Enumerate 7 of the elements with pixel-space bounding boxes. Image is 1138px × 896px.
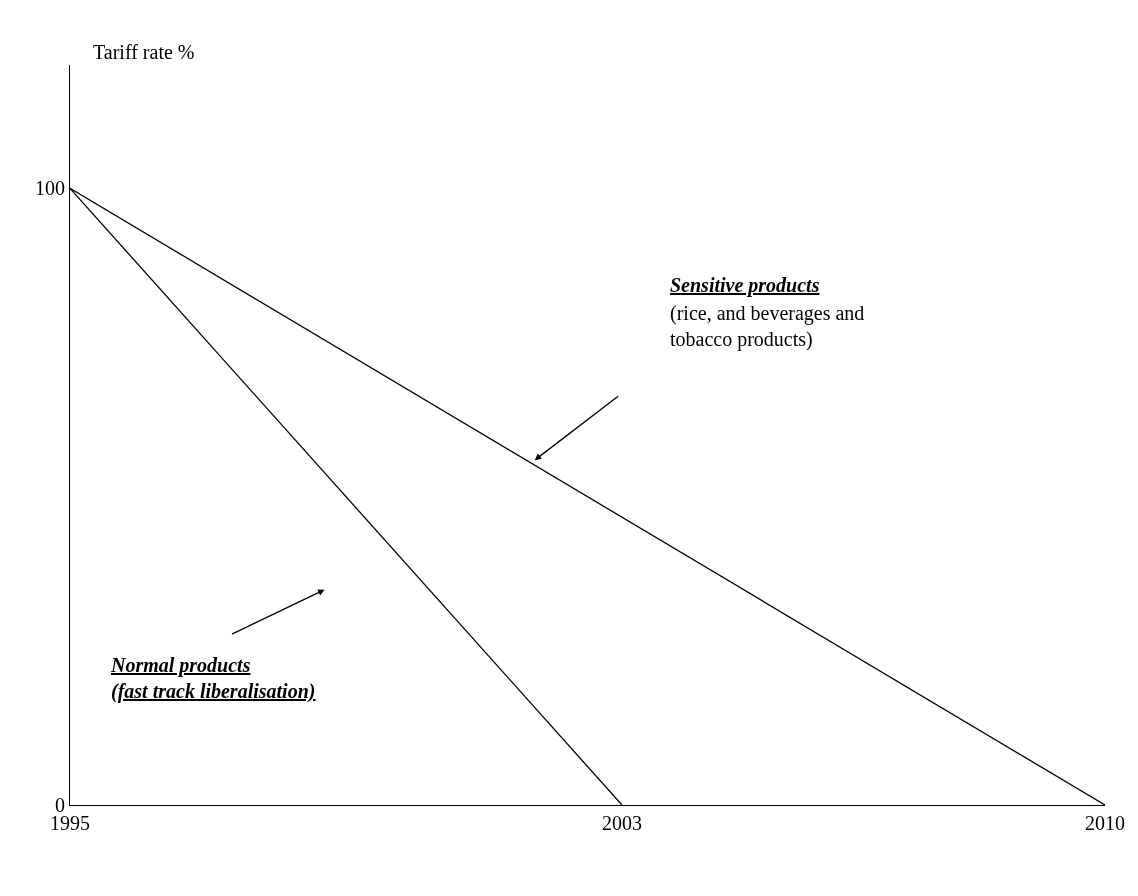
y-axis-title: Tariff rate % (93, 41, 195, 63)
y-tick-label: 100 (35, 177, 65, 200)
annotation: (rice, and beverages and tobacco products) (670, 302, 865, 351)
x-tick-label: 2010 (1085, 812, 1125, 834)
annotation: Sensitive products (670, 274, 820, 297)
x-tick-label: 2003 (602, 812, 642, 834)
annotation: Normal products (fast track liberalisation) (110, 654, 316, 703)
